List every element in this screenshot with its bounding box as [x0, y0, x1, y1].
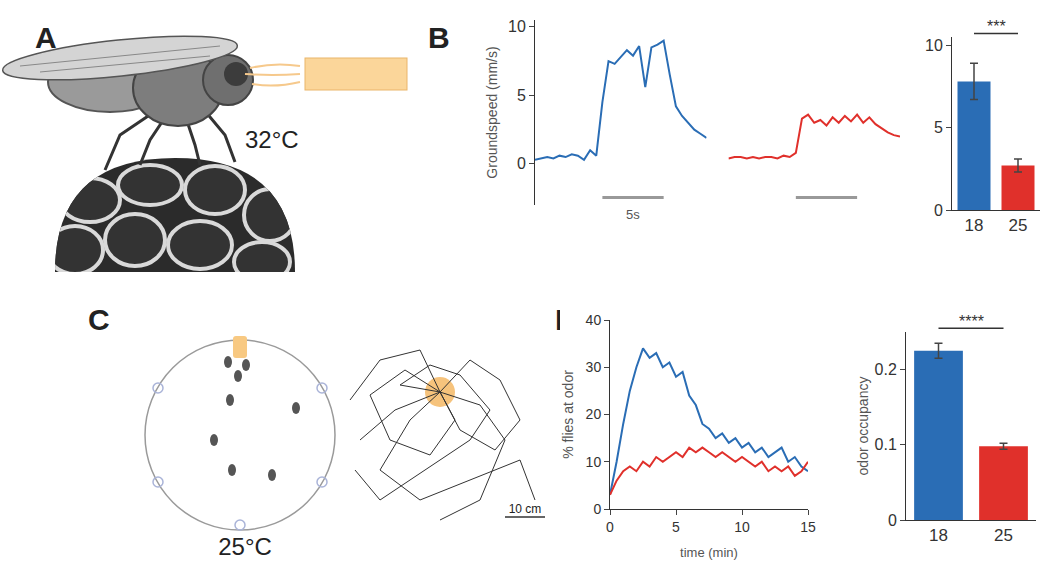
svg-text:5: 5: [934, 119, 943, 136]
svg-text:10 cm: 10 cm: [509, 502, 542, 516]
svg-text:0: 0: [934, 202, 943, 219]
svg-text:25: 25: [994, 526, 1013, 545]
svg-text:0: 0: [888, 512, 897, 529]
svg-text:D: D: [555, 303, 577, 336]
svg-text:10: 10: [586, 454, 602, 470]
svg-text:32°C: 32°C: [245, 126, 299, 153]
svg-text:5: 5: [672, 519, 680, 535]
svg-text:0.2: 0.2: [875, 361, 897, 378]
svg-text:odor occupancy: odor occupancy: [855, 377, 871, 476]
svg-text:C: C: [88, 303, 110, 336]
svg-text:0: 0: [593, 501, 601, 517]
svg-text:A: A: [35, 21, 57, 54]
svg-text:10: 10: [508, 18, 526, 35]
svg-text:% flies at odor: % flies at odor: [560, 370, 576, 459]
svg-text:15: 15: [800, 519, 816, 535]
svg-text:18: 18: [929, 526, 948, 545]
svg-text:25°C: 25°C: [218, 533, 272, 560]
svg-text:B: B: [428, 21, 450, 54]
svg-text:10: 10: [925, 37, 943, 54]
svg-text:40: 40: [586, 312, 602, 328]
svg-text:0: 0: [517, 155, 526, 172]
svg-text:5s: 5s: [626, 207, 640, 222]
svg-text:0.1: 0.1: [875, 436, 897, 453]
svg-text:10: 10: [734, 519, 750, 535]
svg-text:25: 25: [1009, 216, 1028, 235]
svg-text:30: 30: [586, 359, 602, 375]
svg-text:5: 5: [517, 87, 526, 104]
svg-text:20: 20: [586, 406, 602, 422]
svg-text:***: ***: [987, 18, 1006, 35]
svg-text:time (min): time (min): [680, 545, 738, 560]
svg-text:Groundspeed (mm/s): Groundspeed (mm/s): [484, 46, 500, 178]
svg-text:0: 0: [606, 519, 614, 535]
svg-text:****: ****: [959, 313, 984, 330]
svg-text:18: 18: [965, 216, 984, 235]
